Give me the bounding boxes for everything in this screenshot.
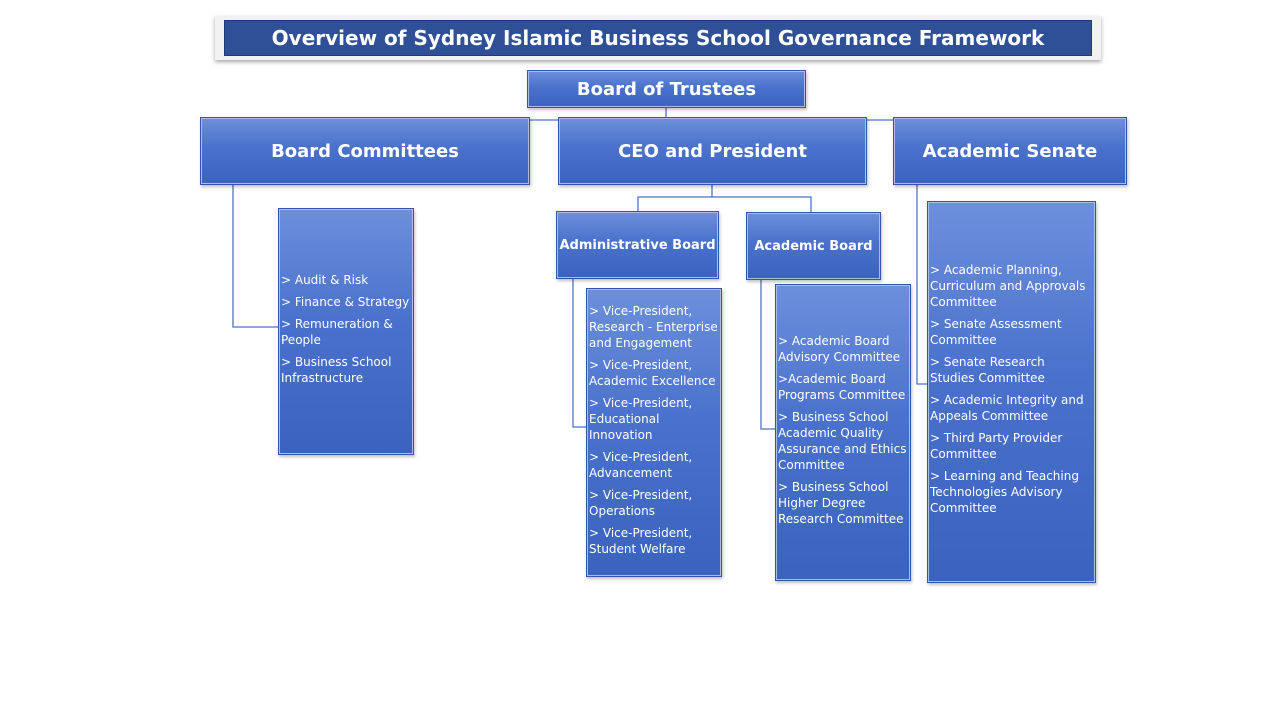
list-item: > Vice-President, Academic Excellence [589, 357, 716, 388]
academic-board-label: Academic Board [754, 238, 873, 254]
administrative-board-list: > Vice-President, Research - Enterprise … [586, 288, 722, 577]
administrative-board-label: Administrative Board [559, 237, 716, 253]
academic-senate-list: > Academic Planning, Curriculum and Appr… [927, 201, 1096, 583]
list-item: > Vice-President, Research - Enterprise … [589, 303, 718, 350]
board-committees-label: Board Committees [271, 140, 459, 162]
list-item: > Learning and Teaching Technologies Adv… [930, 469, 1079, 515]
list-item: > Senate Research Studies Committee [930, 355, 1045, 385]
list-item: > Remuneration & People [281, 316, 393, 347]
list-item: > Third Party Provider Committee [930, 431, 1063, 461]
connector-ceo-admin [637, 184, 713, 212]
page-title: Overview of Sydney Islamic Business Scho… [224, 20, 1092, 56]
list-item: > Business School Academic Quality Assur… [778, 409, 907, 472]
board-committees-box: Board Committees [200, 117, 530, 185]
list-item: > Academic Planning, Curriculum and Appr… [930, 263, 1086, 309]
connector-ceo-academic [712, 196, 812, 212]
academic-board-list: > Academic Board Advisory Committee >Aca… [775, 284, 911, 581]
connector-academic-list [760, 279, 776, 430]
list-item: > Audit & Risk [281, 272, 369, 287]
connector-admin-list [572, 279, 588, 428]
list-item: > Vice-President, Educational Innovation [589, 395, 693, 442]
list-item: > Vice-President, Advancement [589, 449, 693, 480]
list-item: > Academic Board Advisory Committee [778, 333, 901, 364]
list-item: > Senate Assessment Committee [930, 317, 1062, 347]
board-of-trustees-label: Board of Trustees [576, 78, 757, 100]
list-item: > Academic Integrity and Appeals Committ… [930, 393, 1084, 423]
board-of-trustees-box: Board of Trustees [527, 70, 806, 108]
list-item: > Business School Infrastructure [281, 354, 392, 385]
academic-senate-label: Academic Senate [922, 140, 1098, 162]
administrative-board-box: Administrative Board [556, 211, 719, 279]
connector-senate-list [916, 184, 929, 385]
connector-committees-list [232, 184, 279, 328]
academic-senate-box: Academic Senate [893, 117, 1127, 185]
list-item: > Vice-President, Operations [589, 487, 693, 518]
list-item: > Business School Higher Degree Research… [778, 479, 904, 526]
ceo-label: CEO and President [618, 140, 807, 162]
list-item: > Finance & Strategy [281, 294, 410, 309]
academic-board-box: Academic Board [746, 212, 881, 280]
list-item: >Academic Board Programs Committee [778, 371, 906, 402]
board-committees-list: > Audit & Risk > Finance & Strategy > Re… [278, 208, 414, 455]
list-item: > Vice-President, Student Welfare [589, 525, 693, 556]
ceo-box: CEO and President [558, 117, 867, 185]
